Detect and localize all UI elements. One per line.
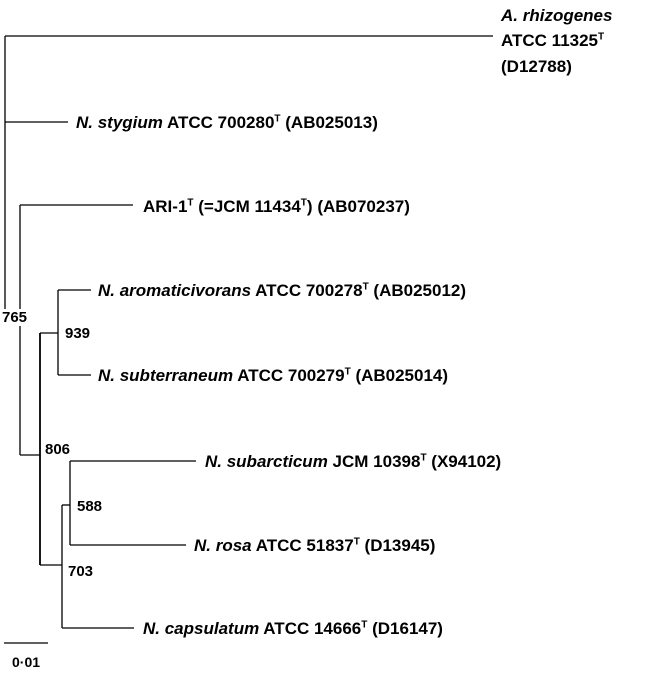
bootstrap-703: 703 [67,563,95,580]
bootstrap-939: 939 [64,325,92,342]
taxon-subarcticum: N. subarcticum JCM 10398T (X94102) [205,452,502,471]
taxon-ari1: ARI-1T (=JCM 11434T) (AB070237) [143,197,410,216]
bootstrap-588: 588 [76,498,104,515]
taxon-capsulatum: N. capsulatum ATCC 14666T (D16147) [143,619,443,638]
taxon-rhizogenes-name: A. rhizogenes [501,6,613,25]
taxon-aromaticivorans: N. aromaticivorans ATCC 700278T (AB02501… [98,281,467,300]
taxon-rhizogenes-strain: ATCC 11325T [501,31,605,50]
taxon-subterraneum: N. subterraneum ATCC 700279T (AB025014) [98,366,449,385]
bootstrap-765: 765 [1,309,29,326]
taxon-rosa: N. rosa ATCC 51837T (D13945) [194,536,436,555]
taxon-stygium: N. stygium ATCC 700280T (AB025013) [76,113,378,132]
bootstrap-806: 806 [44,441,72,458]
scale-bar-label: 0·01 [12,654,41,670]
taxon-rhizogenes-accession: (D12788) [501,57,572,76]
